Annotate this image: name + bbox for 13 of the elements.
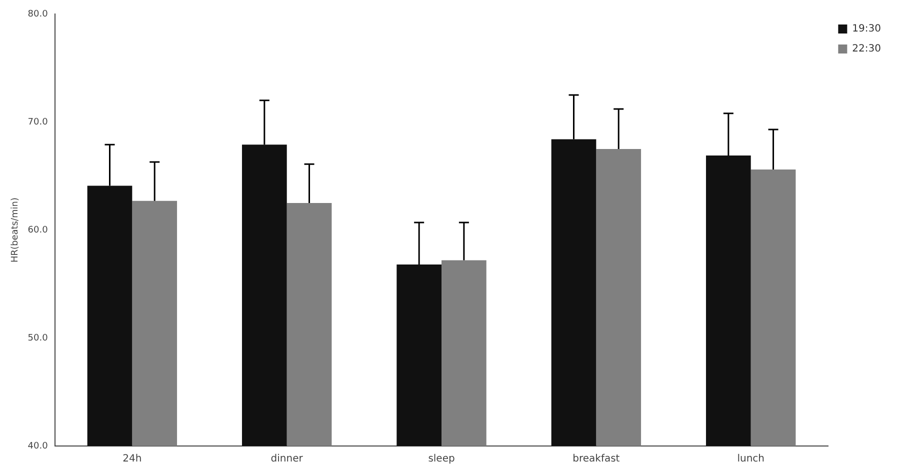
x-tick-label: breakfast	[572, 454, 620, 465]
y-tick-label: 40.0	[28, 441, 48, 452]
legend-label: 19:30	[852, 24, 882, 35]
x-tick-label: 24h	[122, 454, 142, 465]
y-tick-label: 50.0	[28, 333, 48, 344]
y-tick-label: 60.0	[28, 225, 48, 236]
y-tick-label: 80.0	[28, 9, 48, 20]
x-tick-label: dinner	[270, 454, 304, 465]
y-axis-title: HR(beats/min)	[10, 197, 21, 263]
x-tick-label: sleep	[428, 454, 455, 465]
y-tick-label: 70.0	[28, 117, 48, 128]
legend-label: 22:30	[852, 44, 882, 55]
x-tick-label: lunch	[737, 454, 764, 465]
